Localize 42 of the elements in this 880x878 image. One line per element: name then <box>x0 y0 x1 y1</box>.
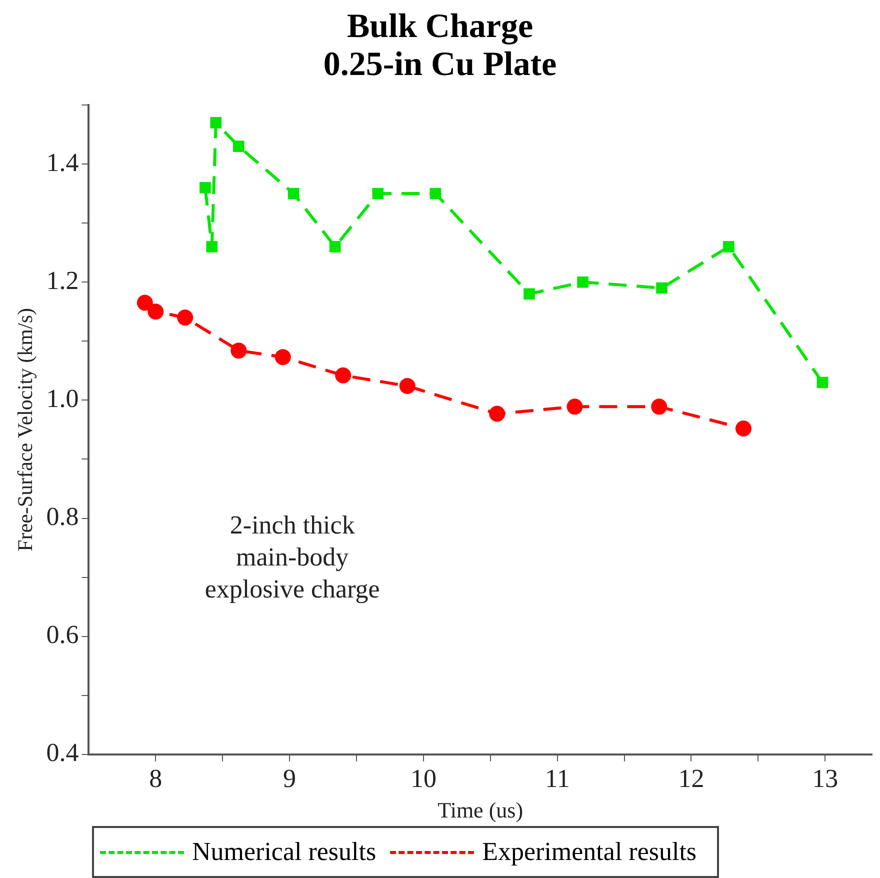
point <box>723 241 734 252</box>
point <box>399 378 416 394</box>
point <box>210 117 222 128</box>
y-tick-label: 0.6 <box>46 620 79 650</box>
point <box>656 282 668 294</box>
point <box>206 241 218 252</box>
y-tick-label: 1.0 <box>46 384 79 414</box>
y-tick-label: 0.8 <box>46 502 79 532</box>
legend-label: Experimental results <box>482 837 697 867</box>
point <box>136 294 153 311</box>
y-axis-title: Free-Surface Velocity (km/s) <box>13 308 38 552</box>
y-tick-label: 0.4 <box>46 738 79 768</box>
point <box>735 420 752 437</box>
x-tick-label: 10 <box>410 764 436 793</box>
point <box>372 188 384 200</box>
point <box>430 188 442 200</box>
point <box>816 376 828 388</box>
point <box>274 349 291 366</box>
point <box>566 398 583 415</box>
point <box>335 367 352 384</box>
x-tick-label: 9 <box>283 764 296 793</box>
x-tick-label: 12 <box>678 764 704 793</box>
point <box>329 241 341 252</box>
point <box>524 288 535 300</box>
chart-title: Bulk Charge 0.25-in Cu Plate <box>322 8 558 84</box>
point <box>288 188 300 200</box>
x-tick-label: 13 <box>812 764 838 793</box>
annotation: 2-inch thick main-body explosive charge <box>204 510 380 604</box>
y-tick-label: 1.2 <box>46 266 79 295</box>
legend-label: Numerical results <box>192 837 376 867</box>
point <box>489 406 506 422</box>
point <box>200 182 211 194</box>
point <box>148 304 164 320</box>
x-tick-label: 11 <box>544 764 570 793</box>
point <box>651 398 668 415</box>
x-axis-title: Time (us) <box>438 798 524 823</box>
point <box>230 342 247 359</box>
point <box>177 310 194 326</box>
point <box>233 140 244 152</box>
x-tick-label: 8 <box>149 764 162 793</box>
point <box>577 276 588 288</box>
y-tick-label: 1.4 <box>46 148 79 177</box>
